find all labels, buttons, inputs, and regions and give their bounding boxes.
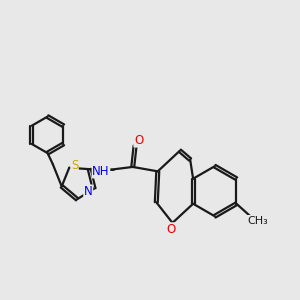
Text: O: O [167,223,176,236]
Text: N: N [84,185,93,198]
Text: O: O [134,134,143,147]
Text: S: S [71,159,78,172]
Text: CH₃: CH₃ [247,215,268,226]
Text: NH: NH [92,165,110,178]
